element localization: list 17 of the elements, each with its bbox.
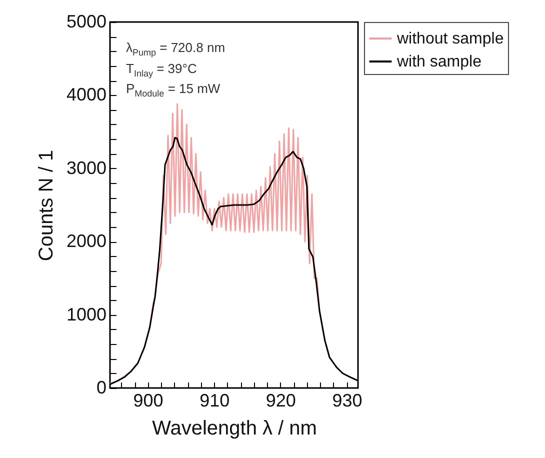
- annotation: P$_{Module}$ = 15 mW: [126, 81, 222, 101]
- x-tick-label: 930: [332, 390, 362, 410]
- annotation: T$_{Inlay}$ = 39°C: [126, 60, 198, 80]
- x-axis-title: Wavelength λ / nm: [152, 418, 317, 440]
- y-tick-label: 0: [96, 378, 106, 398]
- y-tick-label: 5000: [66, 12, 106, 32]
- y-axis-title: Counts N / 1: [35, 150, 58, 262]
- x-tick-label: 920: [266, 390, 296, 410]
- x-tick-label: 900: [133, 390, 164, 410]
- y-tick-label: 2000: [66, 231, 106, 252]
- y-tick-label: 3000: [66, 158, 106, 178]
- legend-label: without sample: [396, 30, 504, 48]
- legend-label: with sample: [396, 54, 482, 70]
- y-tick-label: 1000: [66, 304, 106, 324]
- annotation: λ$_{Pump}$ = 720.8 nm: [126, 40, 226, 60]
- x-tick-label: 910: [200, 390, 230, 410]
- y-tick-label: 4000: [66, 84, 106, 105]
